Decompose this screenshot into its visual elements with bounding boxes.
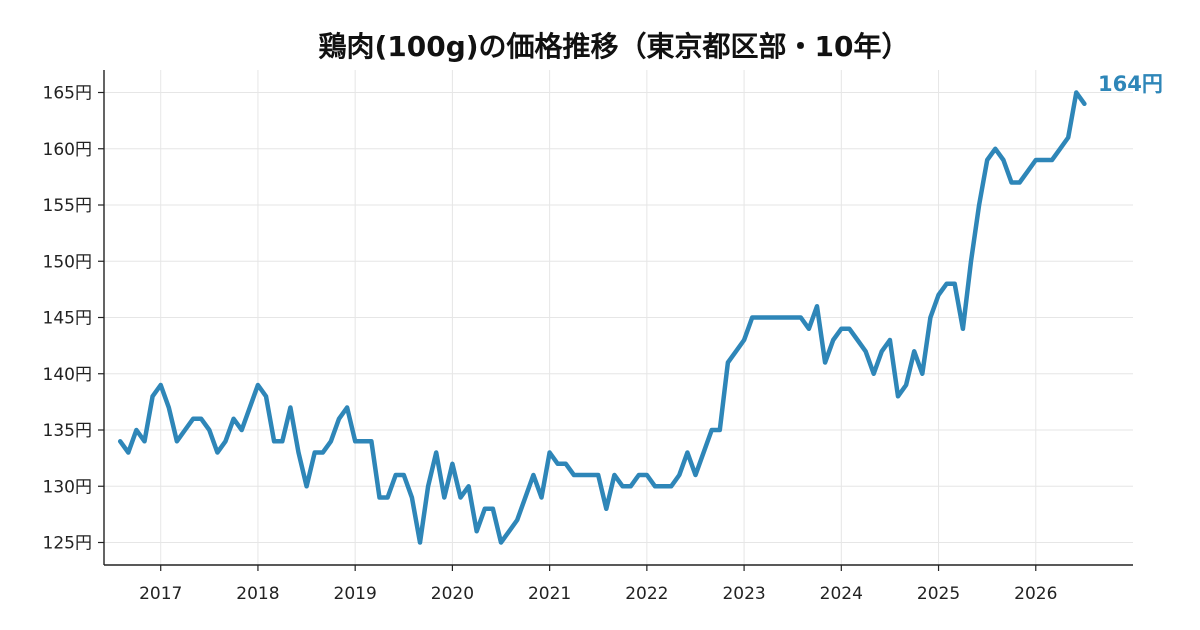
price-line: [117, 90, 1087, 545]
end-value-label: 164円: [1098, 72, 1163, 96]
series: [117, 90, 1087, 545]
chart-title: 鶏肉(100g)の価格推移（東京都区部・10年）: [318, 30, 909, 63]
y-tick-label: 135円: [43, 421, 92, 441]
x-tick-label: 2026: [1014, 584, 1057, 604]
y-tick-label: 165円: [43, 84, 92, 104]
x-tick-label: 2022: [625, 584, 668, 604]
x-tick-label: 2020: [431, 584, 474, 604]
axes: [98, 70, 1133, 571]
y-tick-label: 125円: [43, 534, 92, 554]
tick-labels: 125円 130円 135円 140円 145円 150円 155円 160円 165円 2017…: [43, 84, 1058, 605]
y-tick-label: 160円: [43, 140, 92, 160]
x-tick-label: 2024: [820, 584, 863, 604]
y-tick-label: 130円: [43, 477, 92, 497]
gridlines: [104, 70, 1133, 565]
y-tick-label: 145円: [43, 309, 92, 329]
y-tick-label: 155円: [43, 196, 92, 216]
x-tick-label: 2017: [139, 584, 182, 604]
y-tick-label: 140円: [43, 365, 92, 385]
x-tick-label: 2023: [722, 584, 765, 604]
x-tick-label: 2019: [334, 584, 377, 604]
y-tick-label: 150円: [43, 252, 92, 272]
x-tick-label: 2021: [528, 584, 571, 604]
x-tick-label: 2025: [917, 584, 960, 604]
x-tick-label: 2018: [236, 584, 279, 604]
